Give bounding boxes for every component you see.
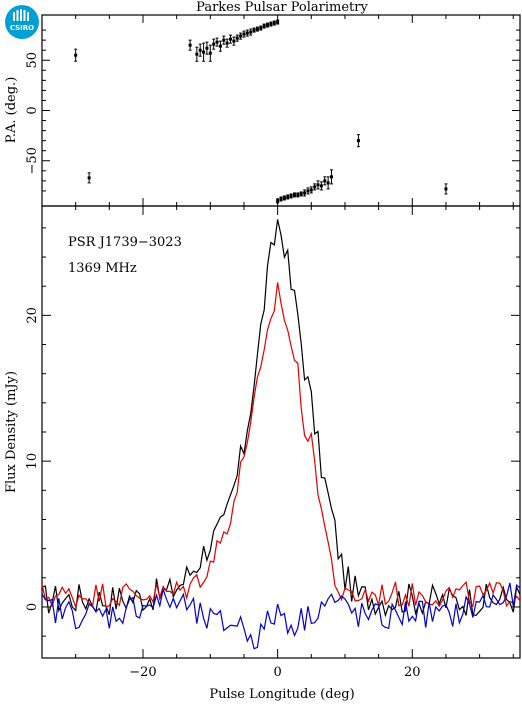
pa-point xyxy=(255,26,259,32)
longitude-xtick-label: 0 xyxy=(273,665,281,680)
pa-point xyxy=(296,192,300,198)
pa-point xyxy=(292,192,296,198)
pa-point xyxy=(319,181,323,191)
longitude-axis-label: Pulse Longitude (deg) xyxy=(209,687,354,702)
pa-point xyxy=(262,23,266,29)
pa-point xyxy=(303,189,307,197)
pa-point xyxy=(316,180,320,190)
pa-point xyxy=(235,34,239,42)
frequency-annotation: 1369 MHz xyxy=(68,261,137,276)
pa-point xyxy=(306,187,310,195)
longitude-xtick-label: −20 xyxy=(129,665,156,680)
pa-ytick-label: 0 xyxy=(25,106,40,114)
pa-point xyxy=(239,32,243,40)
pa-point xyxy=(212,38,216,50)
pa-point xyxy=(222,35,226,45)
circular-polarization-line xyxy=(41,582,521,650)
psr-name-annotation: PSR J1739−3023 xyxy=(68,235,182,250)
pa-point xyxy=(286,194,290,200)
pa-point xyxy=(198,43,202,57)
pa-point xyxy=(309,186,313,194)
pa-point xyxy=(356,134,360,148)
total-intensity-line xyxy=(41,219,521,618)
flux-axis-label: Flux Density (mJy) xyxy=(4,371,19,493)
pa-point xyxy=(195,46,199,62)
pa-axis-label: P.A. (deg.) xyxy=(4,77,19,144)
pa-point xyxy=(276,19,280,25)
longitude-xtick-label: 20 xyxy=(404,665,421,680)
pa-point xyxy=(266,22,270,28)
pa-point xyxy=(272,20,276,26)
top-panel-frame xyxy=(41,14,521,207)
flux-ytick-label: 0 xyxy=(25,603,40,611)
pa-point xyxy=(215,37,219,47)
pa-point xyxy=(245,29,249,37)
pa-point xyxy=(259,25,263,31)
pa-point xyxy=(74,48,78,62)
pa-point xyxy=(202,42,206,62)
pa-point xyxy=(225,38,229,48)
pa-point xyxy=(252,27,256,33)
pa-point xyxy=(282,195,286,201)
pa-point xyxy=(326,176,330,190)
pa-ytick-label: −50 xyxy=(25,147,40,174)
pa-point xyxy=(205,41,209,55)
pa-point xyxy=(313,183,317,191)
pa-ytick-label: 50 xyxy=(25,52,40,69)
pa-point xyxy=(279,196,283,202)
pa-point xyxy=(269,21,273,27)
flux-profile-panel: 0 10 20 −20 0 20 PSR J1739−3023 1369 MHz Flu… xyxy=(4,205,521,702)
csiro-logo: CSIRO xyxy=(5,5,39,39)
pa-point xyxy=(232,36,236,46)
pa-point xyxy=(276,198,280,204)
pa-point xyxy=(87,172,91,184)
flux-ytick-label: 10 xyxy=(25,453,40,470)
pa-point xyxy=(242,30,246,38)
pa-point xyxy=(249,28,253,36)
pa-point xyxy=(208,44,212,62)
pa-point xyxy=(444,183,448,195)
pa-point xyxy=(229,34,233,44)
position-angle-panel: −50 0 50 P.A. (deg.) xyxy=(4,14,521,207)
pa-point xyxy=(329,169,333,185)
csiro-logo-bars-icon xyxy=(13,9,29,21)
pa-point xyxy=(218,40,222,52)
pa-point xyxy=(289,193,293,199)
pa-point xyxy=(188,39,192,51)
pa-point xyxy=(299,191,303,197)
pa-point xyxy=(323,176,327,186)
csiro-logo-text: CSIRO xyxy=(10,24,34,32)
linear-polarization-line xyxy=(41,282,521,609)
chart-title: Parkes Pulsar Polarimetry xyxy=(196,0,368,15)
flux-ytick-label: 20 xyxy=(25,307,40,324)
